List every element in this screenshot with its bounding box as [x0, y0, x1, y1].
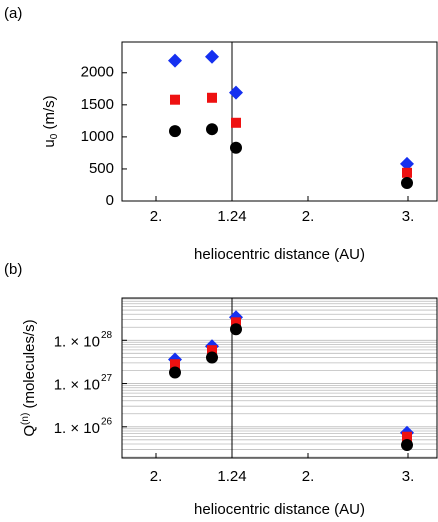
diamond-point: [168, 53, 182, 68]
square-point: [231, 117, 241, 128]
y-tick-label-base: 1. × 10: [54, 420, 100, 437]
panel-label: (a): [4, 5, 22, 22]
x-tick-label: 3.: [402, 468, 415, 485]
y-tick-label-exponent: 26: [101, 416, 113, 427]
y-tick-label: 500: [89, 160, 114, 177]
x-axis-label: heliocentric distance (AU): [194, 246, 365, 263]
y-axis-label-index: (n): [20, 413, 31, 425]
circle-point: [230, 141, 242, 154]
circle-point: [206, 123, 218, 136]
y-axis-label-unit: (m/s): [41, 95, 58, 133]
panel-label: (b): [4, 261, 22, 278]
y-tick-label: 1500: [81, 96, 114, 113]
y-tick-label: 1. × 10: [54, 333, 100, 350]
circle-point: [401, 438, 413, 451]
circle-point: [230, 323, 242, 336]
y-tick-label-base: 1. × 10: [54, 333, 100, 350]
y-tick-label: 0: [106, 192, 114, 209]
y-axis-label-symbol: Q: [21, 425, 38, 437]
y-tick-label: 1. × 10: [54, 377, 100, 394]
circle-point: [169, 125, 181, 138]
y-tick-label: 1000: [81, 128, 114, 145]
y-tick-label-base: 1. × 10: [54, 377, 100, 394]
y-axis-label-index: 0: [49, 133, 60, 139]
x-tick-label: 2.: [302, 208, 315, 225]
diamond-point: [400, 156, 414, 171]
plot-frame: [121, 41, 438, 202]
x-tick-label: 2.: [150, 468, 163, 485]
y-axis-label: u0 (m/s): [41, 95, 60, 147]
y-tick-label-exponent: 27: [101, 373, 113, 384]
x-tick-label: 1.24: [217, 468, 246, 485]
y-axis-label-unit: (molecules/s): [21, 319, 38, 412]
circle-point: [169, 366, 181, 379]
square-point: [207, 92, 217, 103]
y-tick-label: 2000: [81, 64, 114, 81]
y-tick-label-exponent: 28: [101, 330, 113, 341]
square-point: [170, 94, 180, 105]
circle-point: [401, 177, 413, 190]
y-axis-label-symbol: u: [41, 139, 58, 147]
diamond-point: [229, 85, 243, 100]
circle-point: [206, 351, 218, 364]
y-axis-label: Q(n) (molecules/s): [20, 319, 38, 436]
diamond-point: [205, 49, 219, 64]
square-point: [402, 167, 412, 178]
x-axis-label: heliocentric distance (AU): [194, 501, 365, 518]
x-tick-label: 3.: [402, 208, 415, 225]
x-tick-label: 1.24: [217, 208, 246, 225]
x-tick-label: 2.: [302, 468, 315, 485]
y-tick-label: 1. × 10: [54, 420, 100, 437]
square-point: [402, 431, 412, 442]
square-point: [207, 345, 217, 356]
x-tick-label: 2.: [150, 208, 163, 225]
plot-frame: [121, 297, 438, 459]
square-point: [170, 359, 180, 370]
square-point: [231, 317, 241, 328]
